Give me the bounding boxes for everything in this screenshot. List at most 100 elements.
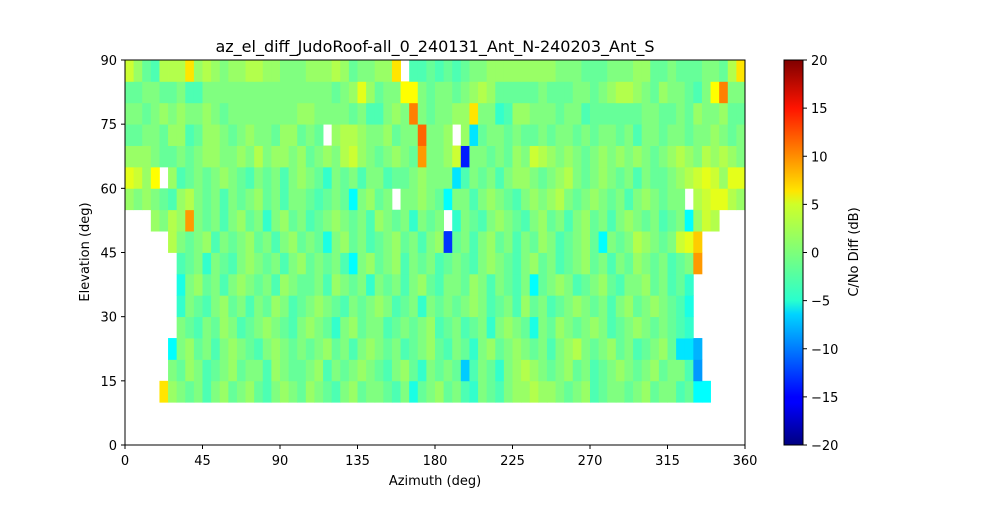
heatmap-cell: [176, 166, 186, 189]
heatmap-cell: [400, 338, 410, 360]
heatmap-cell: [340, 295, 350, 318]
heatmap-cell: [658, 273, 668, 296]
heatmap-cell: [624, 295, 634, 318]
heatmap-cell: [340, 359, 350, 382]
heatmap-cell: [211, 145, 221, 168]
heatmap-cell: [323, 273, 333, 296]
heatmap-cell: [297, 252, 307, 275]
heatmap-cell: [667, 359, 677, 382]
heatmap-cell: [607, 145, 617, 168]
heatmap-cell: [736, 145, 746, 168]
heatmap-cell: [641, 359, 651, 382]
heatmap-cell: [357, 231, 367, 253]
heatmap-cell: [469, 60, 479, 82]
heatmap-cell: [435, 252, 445, 275]
heatmap-cell: [202, 338, 212, 360]
heatmap-cell: [426, 316, 436, 339]
heatmap-cell: [624, 252, 634, 275]
heatmap-cell: [615, 380, 625, 403]
colorbar-tick-label: −20: [811, 439, 838, 454]
heatmap-cell: [641, 231, 651, 253]
heatmap-cell: [538, 252, 548, 275]
heatmap-cell: [340, 380, 350, 403]
heatmap-cell: [331, 338, 341, 360]
heatmap-cell: [262, 102, 272, 125]
heatmap-cell: [581, 380, 591, 403]
heatmap-cell: [400, 188, 410, 211]
heatmap-cell: [676, 316, 686, 339]
heatmap-cell: [228, 145, 238, 168]
heatmap-cell: [633, 166, 643, 189]
heatmap-cell: [417, 316, 427, 339]
heatmap-cell: [211, 60, 221, 82]
heatmap-cell: [236, 295, 246, 318]
heatmap-cell: [650, 231, 660, 253]
x-tick-label: 90: [272, 454, 289, 469]
heatmap-cell: [590, 60, 600, 82]
heatmap-cell: [658, 166, 668, 189]
heatmap-cell: [684, 145, 694, 168]
heatmap-cell: [538, 209, 548, 232]
heatmap-cell: [546, 81, 556, 104]
heatmap-cell: [650, 81, 660, 104]
heatmap-cell: [538, 145, 548, 168]
colorbar-tick-label: 5: [811, 198, 819, 213]
heatmap-cell: [658, 102, 668, 125]
heatmap-cell: [469, 316, 479, 339]
heatmap-cell: [590, 102, 600, 125]
heatmap-cell: [271, 231, 281, 253]
heatmap-cell: [443, 252, 453, 275]
heatmap-cell: [219, 102, 229, 125]
heatmap-cell: [409, 209, 419, 232]
heatmap-cell: [323, 145, 333, 168]
heatmap-cell: [383, 338, 393, 360]
heatmap-cell: [193, 295, 203, 318]
heatmap-cell: [546, 60, 556, 82]
heatmap-cell: [590, 188, 600, 211]
heatmap-cell: [305, 188, 315, 211]
heatmap-cell: [564, 273, 574, 296]
heatmap-cell: [486, 124, 496, 146]
heatmap-cell: [254, 124, 264, 146]
heatmap-cell: [607, 124, 617, 146]
heatmap-cell: [262, 209, 272, 232]
heatmap-cell: [546, 102, 556, 125]
heatmap-cell: [538, 102, 548, 125]
heatmap-cell: [185, 273, 195, 296]
heatmap-cell: [486, 252, 496, 275]
heatmap-cell: [529, 316, 539, 339]
heatmap-cell: [693, 124, 703, 146]
heatmap-cell: [460, 338, 470, 360]
heatmap-cell: [271, 380, 281, 403]
heatmap-cell: [280, 166, 290, 189]
heatmap-cell: [314, 380, 324, 403]
heatmap-cell: [150, 102, 160, 125]
heatmap-cell: [357, 359, 367, 382]
colorbar-tick-label: 15: [811, 102, 828, 117]
heatmap-cell: [236, 252, 246, 275]
heatmap-cell: [211, 188, 221, 211]
heatmap-cell: [633, 295, 643, 318]
heatmap-cell: [641, 188, 651, 211]
heatmap-cell: [383, 145, 393, 168]
heatmap-cell: [564, 295, 574, 318]
heatmap-cell: [340, 273, 350, 296]
heatmap-cell: [710, 145, 720, 168]
heatmap-cell: [409, 316, 419, 339]
heatmap-cell: [633, 316, 643, 339]
heatmap-cell: [598, 166, 608, 189]
heatmap-cell: [280, 231, 290, 253]
heatmap-cell: [262, 60, 272, 82]
heatmap-cell: [133, 124, 143, 146]
heatmap-cell: [607, 295, 617, 318]
heatmap-cell: [572, 188, 582, 211]
heatmap-cell: [348, 316, 358, 339]
heatmap-cell: [142, 166, 152, 189]
heatmap-cell: [607, 60, 617, 82]
heatmap-cell: [314, 209, 324, 232]
heatmap-cell: [228, 338, 238, 360]
heatmap-cell: [693, 380, 703, 403]
heatmap-cell: [271, 316, 281, 339]
heatmap-cell: [581, 60, 591, 82]
